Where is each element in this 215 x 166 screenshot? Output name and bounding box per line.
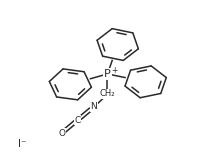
Text: C: C — [74, 116, 81, 124]
Text: N: N — [90, 102, 97, 111]
Text: O: O — [58, 129, 65, 138]
Text: P: P — [104, 69, 111, 79]
Text: I⁻: I⁻ — [18, 139, 26, 149]
Text: CH₂: CH₂ — [100, 89, 115, 98]
Text: +: + — [111, 66, 117, 75]
